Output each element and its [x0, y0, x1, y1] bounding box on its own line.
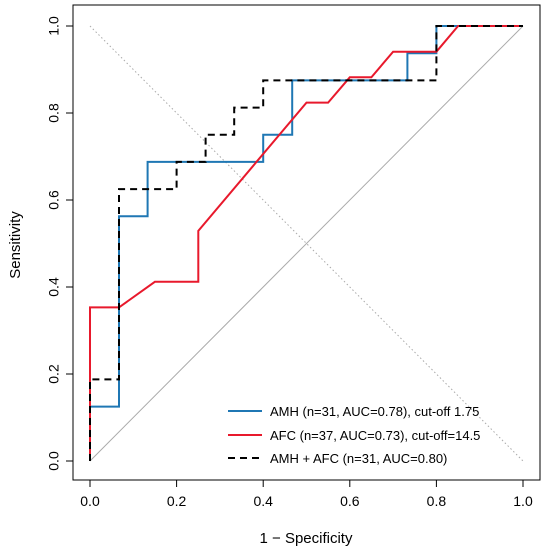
series-line-2 — [89, 25, 523, 461]
legend-label-combined: AMH + AFC (n=31, AUC=0.80) — [270, 451, 447, 466]
x-tick-label: 0.0 — [80, 493, 100, 509]
y-tick-label: 0.0 — [46, 451, 62, 471]
y-axis: 0.0 0.2 0.4 0.6 0.8 1.0 — [46, 16, 73, 471]
x-tick-label: 1.0 — [513, 493, 533, 509]
x-tick-label: 0.4 — [253, 493, 273, 509]
y-tick-label: 0.6 — [46, 190, 62, 210]
x-axis: 0.0 0.2 0.4 0.6 0.8 1.0 — [80, 480, 533, 509]
y-tick-label: 0.8 — [46, 103, 62, 123]
legend-label-afc: AFC (n=37, AUC=0.73), cut-off=14.5 — [270, 428, 480, 443]
x-tick-label: 0.8 — [427, 493, 447, 509]
x-tick-label: 0.2 — [167, 493, 187, 509]
y-tick-label: 0.4 — [46, 277, 62, 297]
y-tick-label: 0.2 — [46, 364, 62, 384]
x-axis-title: 1 − Specificity — [260, 530, 353, 547]
series-layer — [89, 25, 523, 461]
reference-lines — [89, 25, 524, 462]
y-axis-title: Sensitivity — [7, 211, 24, 279]
series-line-1 — [89, 25, 523, 461]
legend: AMH (n=31, AUC=0.78), cut-off 1.75 AFC (… — [228, 404, 480, 466]
x-tick-label: 0.6 — [340, 493, 360, 509]
legend-label-amh: AMH (n=31, AUC=0.78), cut-off 1.75 — [270, 404, 479, 419]
plot-frame — [72, 4, 541, 481]
y-tick-label: 1.0 — [46, 16, 62, 36]
chance-diagonal-line — [89, 25, 524, 462]
